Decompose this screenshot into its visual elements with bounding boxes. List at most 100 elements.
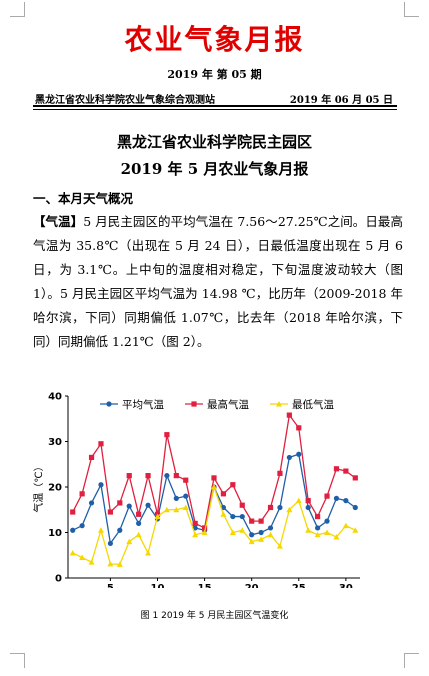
data-point [305,504,311,511]
data-point [173,506,180,513]
legend-marker [276,401,282,407]
data-point [201,529,208,535]
data-point [258,529,264,536]
data-point [220,491,227,497]
data-point [276,543,283,549]
data-point [136,511,142,517]
crop-mark-bottom-right [404,653,419,668]
data-point [315,513,321,520]
data-point [79,523,85,529]
data-point [324,529,331,535]
data-point [324,493,330,499]
data-point [230,482,236,488]
data-point [220,511,227,517]
x-tick-label: 5 [107,583,114,588]
legend-label: 最高气温 [207,398,249,411]
data-point [296,451,302,457]
data-point [117,500,123,506]
report-heading: 黑龙江省农业科学院民主园区 [116,133,312,151]
data-point [305,498,311,504]
data-point [286,412,292,418]
publish-date: 2019 年 06 月 05 日 [289,95,393,106]
data-point [70,509,76,515]
data-point [107,509,113,515]
data-point [286,454,292,461]
data-point [211,475,217,481]
y-axis-label: 气温（℃） [32,461,45,512]
data-point [88,559,95,565]
data-point [98,482,104,488]
data-point [164,473,170,479]
data-point [88,454,95,461]
data-point [70,527,76,533]
temperature-paragraph: 【气温】5 月民主园区的平均气温在 7.56～27.25℃之间。日最高气温为 3… [33,210,403,354]
data-point [183,477,189,483]
data-point [296,425,302,431]
temperature-chart: 0 10 20 30 40 5 10 15 20 25 30 气温（℃） 平均气温 最高气温 最低气温 [32,392,360,588]
data-point [239,502,245,508]
data-point [154,513,161,520]
section-heading: 一、本月天气概况 [33,191,134,206]
data-point [314,531,321,538]
series-line [72,484,356,566]
paragraph-tag: 【气温】 [33,214,84,229]
paragraph-text: 5 月民主园区的平均气温在 7.56～27.25℃之间。日最高气温为 35.8℃… [33,214,403,349]
legend-label: 最低气温 [292,398,334,411]
data-point [69,549,76,556]
data-point [333,534,340,540]
data-point [267,525,274,531]
series-line [72,413,356,529]
data-point [163,506,170,513]
legend-marker [106,401,112,407]
data-point [277,470,283,476]
data-point [342,522,349,529]
data-point [286,506,293,513]
data-point [126,538,133,545]
data-point [248,538,255,545]
data-point [107,540,113,547]
data-point [267,504,274,511]
data-point [145,473,151,479]
data-point [258,536,265,542]
issue-number: 2019 年 第 05 期 [167,68,262,81]
y-tick-label: 30 [48,437,62,448]
data-point [98,441,104,447]
data-point [136,520,142,526]
report-title: 农业气象月报 [124,23,305,56]
y-tick-label: 0 [55,574,62,585]
report-subheading: 2019 年 5 月农业气象月报 [120,160,309,178]
data-point [211,484,217,490]
data-point [126,503,132,509]
data-point [295,497,302,504]
crop-mark-top-left [10,2,25,17]
x-tick-label: 15 [198,583,212,588]
x-tick-label: 30 [339,583,353,588]
data-point [201,525,208,531]
chart-caption: 图 1 2019 年 5 月民主园区气温变化 [140,611,289,621]
y-tick-label: 10 [48,528,62,539]
data-point [164,432,170,438]
data-point [126,473,132,479]
x-tick-label: 20 [245,583,259,588]
crop-mark-bottom-left [10,653,25,668]
legend-marker [191,401,197,407]
x-tick-label: 10 [151,583,165,588]
data-point [182,504,189,510]
data-point [79,491,85,497]
data-point [145,549,152,556]
data-point [352,504,358,511]
data-point [192,531,199,538]
data-point [173,473,179,479]
header-rule-thin [33,109,397,110]
institution-name: 黑龙江省农业科学院农业气象综合观测站 [35,95,215,106]
data-point [135,531,142,538]
data-point [352,527,359,533]
data-point [324,518,330,524]
data-point [230,513,236,520]
x-tick-label: 25 [292,583,306,588]
y-tick-label: 40 [48,392,62,403]
data-point [343,498,349,504]
y-tick-label: 20 [48,483,62,494]
data-point [267,531,274,538]
data-point [229,529,236,535]
